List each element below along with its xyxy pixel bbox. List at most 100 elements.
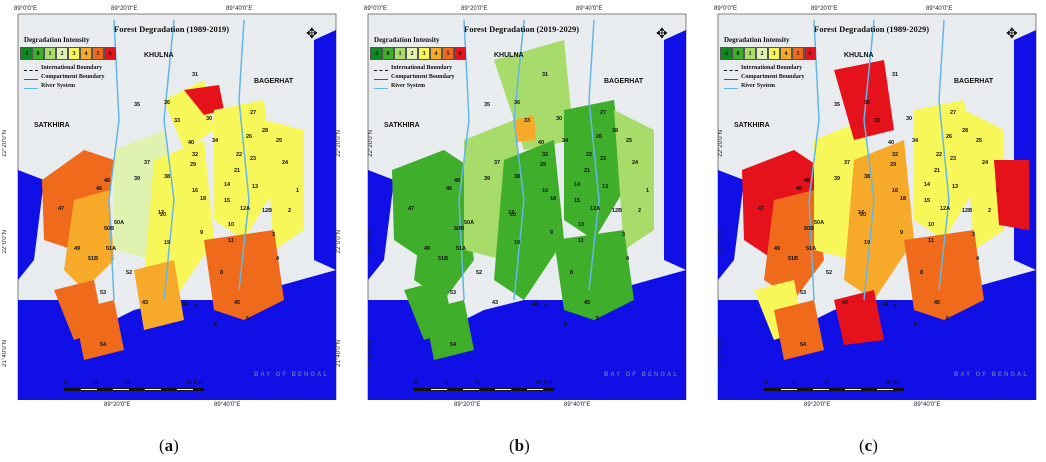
compartment-label: 16 (542, 188, 549, 194)
legend-class-3: 3 (768, 47, 780, 60)
compartment-label: 33 (874, 118, 881, 124)
forest-bagerhat-north (214, 100, 274, 240)
compartment-label: 2 (988, 208, 992, 214)
compartment-label: 34 (912, 138, 919, 144)
compartment-label: 39 (134, 176, 141, 182)
compartment-label: 5 (246, 316, 250, 322)
compartment-label: 4 (626, 256, 630, 262)
compartment-label: 37 (494, 160, 501, 166)
compartment-label: 39 (834, 176, 841, 182)
compartment-label: 52 (126, 270, 133, 276)
tick-left-c-2: 22°0'0"N (718, 230, 724, 254)
compartment-label: 28 (262, 128, 269, 134)
compartment-label: 50A (464, 220, 475, 226)
scale-10-c: 10 (792, 380, 799, 386)
compartment-label: 35 (834, 102, 841, 108)
compartment-label: 22 (236, 152, 243, 158)
compartment-label: 45 (234, 300, 241, 306)
compartment-label: 26 (246, 134, 253, 140)
legend-class-6: 6 (454, 47, 466, 60)
legend-scale-a: -1 0 1 2 3 4 5 6 (20, 47, 116, 60)
compartment-label: 40 (188, 140, 195, 146)
bay-label-a: BAY OF BENGAL (254, 372, 330, 378)
compartment-label: 12A (590, 206, 601, 212)
compartment-label: 23 (600, 156, 607, 162)
compartment-label: 15 (924, 198, 931, 204)
compartment-label: 18 (900, 196, 907, 202)
compartment-label: 52 (476, 270, 483, 276)
tick-bottom-2: 89°40'0"E (214, 402, 241, 408)
compartment-label: 50B (104, 226, 115, 232)
legend-class-0: 0 (382, 47, 394, 60)
scale-0-c: 0 (764, 380, 768, 386)
legend-class-6: 6 (104, 47, 116, 60)
tick-bottom-1: 89°20'0"E (104, 402, 131, 408)
compartment-label: 33 (524, 118, 531, 124)
compartment-label: 24 (982, 160, 989, 166)
compartment-label: 14 (574, 182, 581, 188)
legend-scale-c: -1 0 1 2 3 4 5 6 (720, 47, 816, 60)
compartment-label: 15 (224, 198, 231, 204)
compartment-label: 32 (542, 152, 549, 158)
compartment-label: 23 (250, 156, 257, 162)
compartment-label: 38 (864, 174, 871, 180)
compartment-label: 48 (804, 178, 811, 184)
legend-class-minus1: -1 (20, 47, 32, 60)
compartment-label: 7 (544, 304, 548, 310)
compartment-label: 7 (194, 304, 198, 310)
compartment-label: 21 (234, 168, 241, 174)
compartment-label: 5 (596, 316, 600, 322)
compartment-label: 22 (586, 152, 593, 158)
compartment-label: 33 (174, 118, 181, 124)
compartment-label: 1 (996, 188, 1000, 194)
map-a-graphic (17, 13, 337, 400)
compartment-label: 46 (796, 186, 803, 192)
tick-left-a-1: 22°20'0"N (2, 130, 8, 157)
tick-top-2: 89°20'0"E (811, 6, 838, 12)
compartment-label: 30 (556, 116, 563, 122)
scale-40-b: 40 Km (536, 380, 552, 386)
compartment-label: 51A (106, 246, 117, 252)
map-title-a: Forest Degradation (1989-2019) (114, 24, 230, 34)
compartment-label: 25 (976, 138, 983, 144)
map-panel-b: 89°0'0"E 89°20'0"E 89°40'0"E 89°20'0"E 8… (364, 0, 694, 462)
forest-south-island (74, 300, 124, 360)
compartment-label: 10 (228, 222, 235, 228)
legend-class-1: 1 (744, 47, 756, 60)
compartment-label: 54 (800, 342, 807, 348)
compartment-label: 45 (934, 300, 941, 306)
compartment-label: 50A (814, 220, 825, 226)
compartment-label: 30 (206, 116, 213, 122)
tick-bottom-1: 89°20'0"E (804, 402, 831, 408)
forest-central (144, 140, 214, 300)
compartment-label: 14 (924, 182, 931, 188)
compartment-label: 28 (962, 128, 969, 134)
compartment-label: 11 (928, 238, 934, 244)
legend-river-c: River System (724, 82, 775, 89)
place-bagerhat-a: BAGERHAT (254, 78, 294, 85)
compartment-label: 32 (892, 152, 899, 158)
compartment-label: 43 (842, 300, 849, 306)
legend-class-2: 2 (56, 47, 68, 60)
forest-bagerhat-east (264, 120, 304, 250)
tick-top-2: 89°20'0"E (461, 6, 488, 12)
legend-class-2: 2 (406, 47, 418, 60)
legend-class-3: 3 (418, 47, 430, 60)
compartment-label: 19 (514, 240, 521, 246)
compartment-label: 5 (946, 316, 950, 322)
compartment-label: 47 (58, 206, 65, 212)
compartment-label: 13 (602, 184, 609, 190)
compartment-label: 21 (934, 168, 941, 174)
tick-bottom-2: 89°40'0"E (914, 402, 941, 408)
legend-compartment-c: Compartment Boundary (724, 73, 805, 80)
compartment-label: 12B (262, 208, 273, 214)
compartment-label: 49 (74, 246, 81, 252)
compartment-label: 29 (190, 162, 197, 168)
map-title-b: Forest Degradation (2019-2029) (464, 24, 580, 34)
caption-b: (b) (509, 436, 530, 455)
compartment-label: 25 (626, 138, 633, 144)
compartment-label: 37 (844, 160, 851, 166)
compartment-label: 43 (492, 300, 499, 306)
compartment-label: 18 (550, 196, 557, 202)
compartment-label: 28 (612, 128, 619, 134)
